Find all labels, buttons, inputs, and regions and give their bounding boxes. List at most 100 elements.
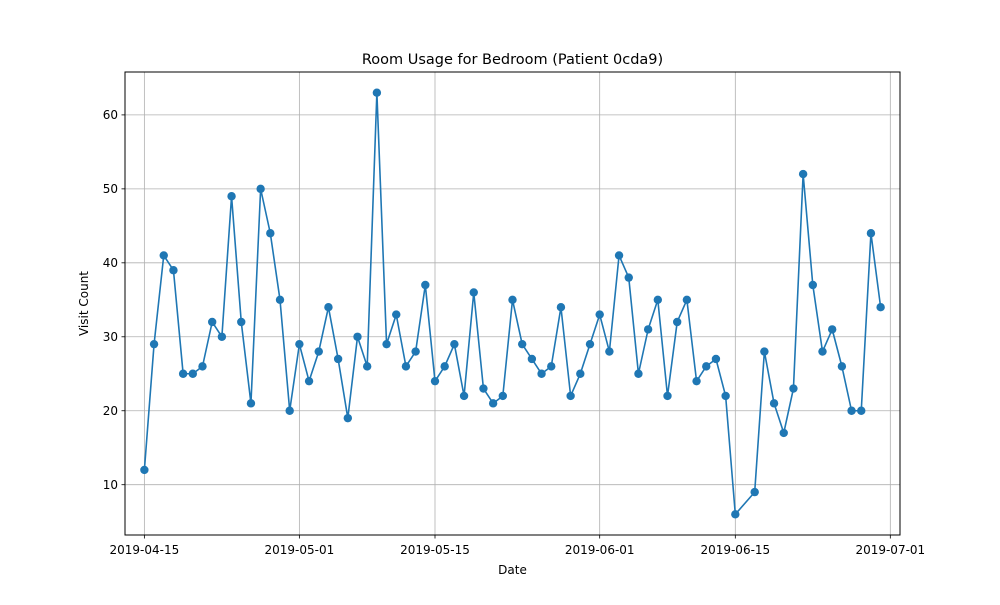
y-tick-label: 30 [103, 330, 118, 344]
data-point [672, 317, 682, 327]
data-point [392, 310, 401, 319]
data-point [440, 362, 449, 371]
data-point [808, 280, 818, 290]
data-point [576, 369, 585, 378]
data-point [256, 184, 265, 194]
data-point [595, 310, 604, 319]
data-point [614, 251, 624, 260]
data-point [663, 391, 672, 401]
data-point [169, 266, 178, 275]
data-point [498, 391, 508, 401]
data-point [401, 362, 411, 371]
x-tick-label: 2019-06-15 [700, 543, 770, 557]
data-point [857, 406, 866, 415]
data-point [285, 406, 294, 415]
data-point [237, 317, 246, 327]
data-point [304, 376, 314, 386]
data-point [682, 295, 692, 304]
data-point [692, 376, 701, 386]
data-point [324, 303, 333, 312]
data-point [711, 354, 721, 364]
data-point [827, 325, 837, 334]
data-point [333, 354, 343, 364]
data-point [295, 339, 304, 349]
data-point [760, 347, 769, 356]
data-point [275, 295, 285, 304]
x-tick-label: 2019-07-01 [855, 543, 925, 557]
data-point [188, 369, 198, 378]
series-line [143, 91, 882, 516]
data-point [624, 273, 633, 282]
data-point [566, 391, 575, 401]
data-point [847, 406, 856, 415]
data-point [517, 339, 527, 349]
y-tick-label: 10 [103, 478, 118, 492]
y-tick-label: 60 [103, 108, 118, 122]
data-point [779, 428, 788, 438]
data-point [547, 362, 556, 371]
data-point [411, 347, 420, 356]
data-point [362, 362, 372, 371]
x-tick-label: 2019-05-15 [400, 543, 470, 557]
data-point [246, 399, 256, 408]
data-point [227, 192, 236, 201]
data-point [459, 391, 469, 401]
x-axis-label: Date [498, 563, 527, 577]
data-point [876, 303, 885, 312]
data-point [469, 288, 478, 297]
chart-title: Room Usage for Bedroom (Patient 0cda9) [362, 52, 663, 68]
data-point [585, 339, 595, 349]
data-point [750, 487, 759, 497]
data-point [343, 413, 353, 423]
data-point [702, 362, 711, 371]
y-axis-ticks: 10 20 30 40 50 60 [103, 108, 125, 492]
data-point [556, 303, 566, 312]
data-point [149, 339, 159, 349]
data-point [537, 369, 546, 378]
data-point [314, 347, 323, 356]
y-axis-label: Visit Count [77, 271, 91, 336]
data-point [866, 229, 876, 238]
data-point [372, 88, 382, 97]
data-point [653, 295, 663, 304]
data-point [818, 347, 827, 356]
data-point [789, 384, 798, 393]
data-point [643, 325, 653, 334]
grid-lines [125, 72, 900, 535]
data-point [837, 362, 847, 371]
data-point [140, 465, 149, 475]
data-point [421, 280, 430, 290]
data-point [217, 332, 227, 341]
data-point [527, 354, 537, 364]
data-point [382, 339, 391, 349]
data-point [430, 376, 440, 386]
data-point [178, 369, 188, 378]
data-point [159, 251, 168, 260]
data-point [207, 317, 217, 327]
y-tick-label: 50 [103, 182, 118, 196]
y-tick-label: 20 [103, 404, 118, 418]
x-axis-ticks: 2019-04-15 2019-05-01 2019-05-15 2019-06-01… [110, 535, 925, 557]
data-point [198, 362, 207, 371]
data-point [721, 391, 730, 401]
plot-frame [124, 71, 901, 536]
data-point [450, 339, 459, 349]
data-point [479, 384, 488, 393]
y-tick-label: 40 [103, 256, 118, 270]
data-point [508, 295, 517, 304]
data-point [731, 510, 740, 519]
x-tick-label: 2019-06-01 [565, 543, 635, 557]
data-point [605, 347, 614, 356]
data-point [769, 399, 779, 408]
data-point [798, 169, 808, 179]
x-tick-label: 2019-05-01 [265, 543, 335, 557]
series-layer [140, 88, 885, 519]
data-point [266, 229, 275, 238]
data-point [353, 332, 362, 341]
data-point [488, 399, 498, 408]
data-point [634, 369, 643, 378]
x-tick-label: 2019-04-15 [110, 543, 180, 557]
